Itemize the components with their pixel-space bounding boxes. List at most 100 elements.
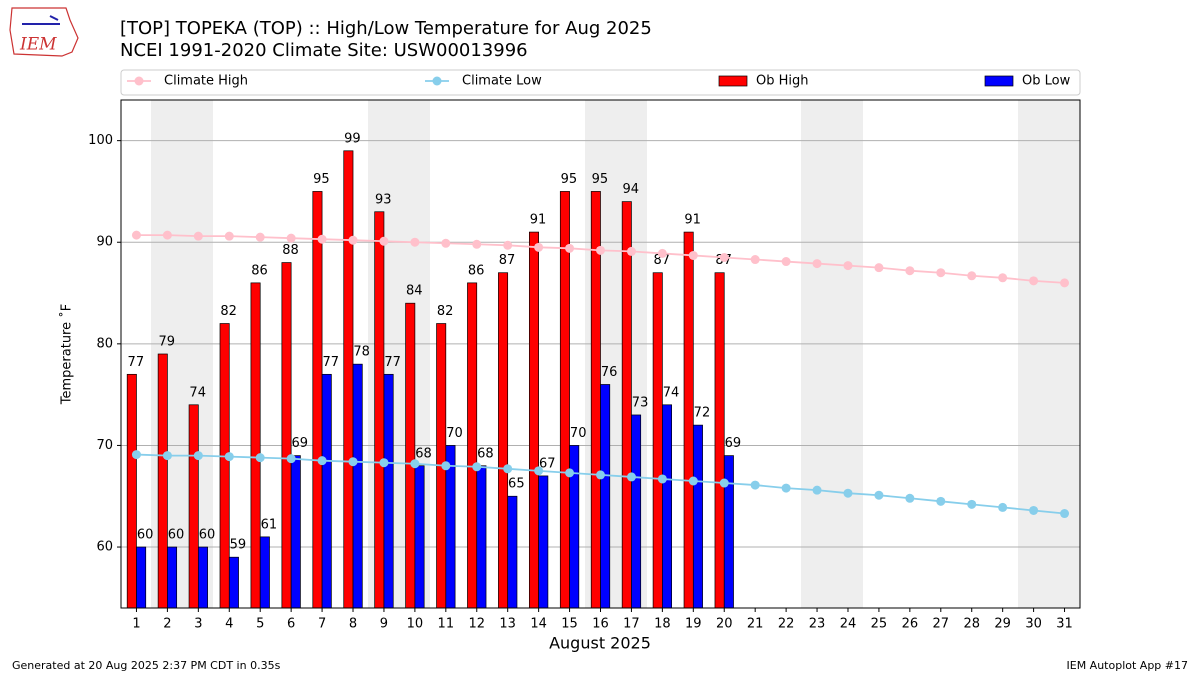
data-label: 76 bbox=[601, 365, 618, 380]
legend-label: Climate High bbox=[164, 74, 248, 89]
x-tick-label: 13 bbox=[499, 617, 516, 632]
data-label: 99 bbox=[344, 131, 361, 146]
footer-left: Generated at 20 Aug 2025 2:37 PM CDT in … bbox=[12, 659, 281, 672]
data-label: 70 bbox=[446, 426, 463, 441]
marker bbox=[410, 237, 420, 247]
marker bbox=[255, 232, 265, 242]
bar bbox=[600, 384, 611, 609]
x-tick-label: 22 bbox=[778, 617, 795, 632]
x-tick-label: 9 bbox=[380, 617, 388, 632]
logo-mark bbox=[22, 15, 60, 25]
marker bbox=[131, 230, 141, 240]
marker bbox=[936, 268, 946, 278]
data-label: 91 bbox=[530, 213, 547, 228]
data-label: 68 bbox=[415, 446, 432, 461]
data-label: 69 bbox=[725, 436, 742, 451]
data-label: 73 bbox=[632, 395, 649, 410]
y-tick-label: 100 bbox=[88, 133, 113, 148]
marker bbox=[286, 454, 296, 464]
chart-title: [TOP] TOPEKA (TOP) :: High/Low Temperatu… bbox=[120, 18, 652, 39]
data-label: 84 bbox=[406, 284, 423, 299]
legend-marker bbox=[134, 76, 144, 86]
marker bbox=[719, 478, 729, 488]
data-label: 95 bbox=[592, 172, 609, 187]
x-tick-label: 10 bbox=[407, 617, 424, 632]
marker bbox=[843, 261, 853, 271]
marker bbox=[874, 263, 884, 273]
x-tick-label: 3 bbox=[194, 617, 202, 632]
marker bbox=[905, 493, 915, 503]
x-tick-label: 5 bbox=[256, 617, 264, 632]
marker bbox=[565, 243, 575, 253]
marker bbox=[781, 257, 791, 267]
bar bbox=[290, 455, 301, 609]
marker bbox=[626, 472, 636, 482]
x-tick-label: 26 bbox=[902, 617, 919, 632]
marker bbox=[224, 452, 234, 462]
bar bbox=[414, 465, 425, 609]
marker bbox=[503, 240, 513, 250]
bar bbox=[157, 353, 168, 609]
bar bbox=[714, 272, 725, 609]
data-label: 95 bbox=[313, 172, 330, 187]
x-tick-label: 14 bbox=[530, 617, 547, 632]
marker bbox=[286, 233, 296, 243]
bar bbox=[652, 272, 663, 609]
bar bbox=[467, 282, 478, 609]
x-tick-label: 18 bbox=[654, 617, 671, 632]
bar bbox=[259, 536, 270, 609]
x-tick-label: 23 bbox=[809, 617, 826, 632]
data-label: 72 bbox=[694, 406, 711, 421]
legend-box bbox=[120, 69, 1081, 96]
data-label: 74 bbox=[663, 385, 680, 400]
marker bbox=[1029, 276, 1039, 286]
marker bbox=[565, 468, 575, 478]
data-label: 87 bbox=[653, 253, 670, 268]
marker bbox=[410, 459, 420, 469]
marker bbox=[688, 250, 698, 260]
x-tick-label: 31 bbox=[1056, 617, 1073, 632]
weekend-band bbox=[1018, 100, 1080, 608]
bar bbox=[498, 272, 509, 609]
bar bbox=[662, 404, 673, 609]
x-tick-label: 4 bbox=[225, 617, 233, 632]
bar bbox=[219, 323, 230, 609]
bar bbox=[352, 363, 363, 609]
data-label: 95 bbox=[561, 172, 578, 187]
data-label: 74 bbox=[189, 385, 206, 400]
marker bbox=[534, 242, 544, 252]
marker bbox=[596, 245, 605, 255]
footer-right: IEM Autoplot App #17 bbox=[1067, 659, 1189, 672]
bar bbox=[621, 201, 632, 609]
bar bbox=[383, 373, 394, 609]
marker bbox=[1060, 278, 1070, 288]
x-tick-label: 15 bbox=[561, 617, 578, 632]
data-label: 70 bbox=[570, 426, 587, 441]
data-label: 86 bbox=[251, 263, 268, 278]
bar bbox=[405, 302, 416, 609]
x-tick-label: 7 bbox=[318, 617, 326, 632]
x-tick-label: 16 bbox=[592, 617, 609, 632]
y-tick-label: 80 bbox=[96, 336, 113, 351]
x-tick-label: 6 bbox=[287, 617, 295, 632]
marker bbox=[255, 453, 265, 463]
bar bbox=[507, 495, 518, 609]
data-label: 86 bbox=[468, 263, 485, 278]
marker bbox=[317, 456, 327, 466]
legend-label: Ob High bbox=[756, 74, 809, 89]
x-tick-label: 11 bbox=[438, 617, 455, 632]
plot: 7779748286889599938482868791959594879187… bbox=[121, 131, 1080, 609]
bar bbox=[228, 556, 239, 609]
marker bbox=[967, 271, 977, 281]
marker bbox=[874, 490, 884, 500]
marker bbox=[812, 485, 822, 495]
data-label: 69 bbox=[292, 436, 309, 451]
marker bbox=[843, 488, 853, 498]
marker bbox=[1029, 505, 1039, 515]
y-tick-label: 70 bbox=[96, 438, 113, 453]
x-tick-label: 12 bbox=[468, 617, 485, 632]
legend-swatch bbox=[984, 75, 1014, 87]
marker bbox=[379, 236, 389, 246]
marker bbox=[1060, 509, 1070, 519]
x-tick-label: 21 bbox=[747, 617, 764, 632]
